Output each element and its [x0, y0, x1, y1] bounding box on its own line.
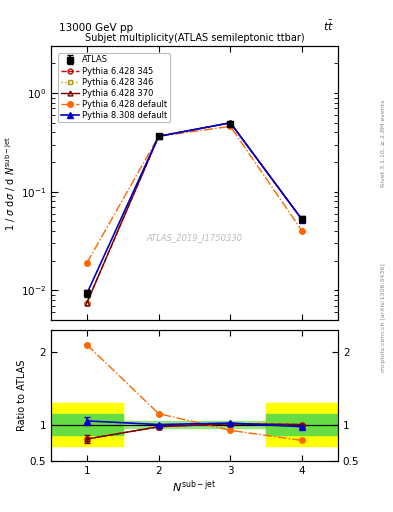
Pythia 6.428 346: [84, 300, 89, 306]
Line: Pythia 6.428 345: Pythia 6.428 345: [84, 120, 305, 305]
Pythia 6.428 345: [228, 120, 233, 126]
Bar: [51, 403, 123, 446]
Line: Pythia 6.428 370: Pythia 6.428 370: [84, 120, 305, 305]
Pythia 6.428 370: [228, 120, 233, 126]
Pythia 8.308 default: [84, 290, 89, 296]
Pythia 6.428 default: [300, 228, 305, 234]
Line: Pythia 6.428 346: Pythia 6.428 346: [84, 120, 305, 305]
Pythia 6.428 346: [300, 217, 305, 223]
Line: Pythia 6.428 default: Pythia 6.428 default: [84, 123, 305, 266]
Pythia 6.428 345: [156, 133, 161, 139]
Bar: [266, 414, 338, 435]
Text: 13000 GeV pp: 13000 GeV pp: [59, 23, 133, 33]
Pythia 6.428 370: [300, 217, 305, 223]
Pythia 6.428 default: [84, 260, 89, 266]
Pythia 8.308 default: [228, 120, 233, 126]
Pythia 8.308 default: [156, 133, 161, 139]
Bar: [51, 414, 123, 435]
Pythia 6.428 346: [156, 133, 161, 139]
Text: ATLAS_2019_I1750330: ATLAS_2019_I1750330: [147, 233, 242, 242]
Bar: [266, 403, 338, 446]
Text: Subjet multiplicity(ATLAS semileptonic ttbar): Subjet multiplicity(ATLAS semileptonic t…: [85, 33, 304, 44]
Text: Rivet 3.1.10, ≥ 2.8M events: Rivet 3.1.10, ≥ 2.8M events: [381, 100, 386, 187]
Bar: [123, 421, 266, 428]
Pythia 6.428 345: [84, 300, 89, 306]
Text: $t\bar{t}$: $t\bar{t}$: [323, 19, 334, 33]
Line: Pythia 8.308 default: Pythia 8.308 default: [84, 120, 305, 296]
Y-axis label: 1 / $\sigma$ d$\sigma$ / d $N^{\rm sub-jet}$: 1 / $\sigma$ d$\sigma$ / d $N^{\rm sub-j…: [3, 135, 18, 231]
Text: mcplots.cern.ch [arXiv:1306.3436]: mcplots.cern.ch [arXiv:1306.3436]: [381, 263, 386, 372]
Pythia 6.428 346: [228, 120, 233, 126]
Legend: ATLAS, Pythia 6.428 345, Pythia 6.428 346, Pythia 6.428 370, Pythia 6.428 defaul: ATLAS, Pythia 6.428 345, Pythia 6.428 34…: [58, 53, 170, 122]
Pythia 6.428 default: [228, 123, 233, 130]
Pythia 6.428 370: [156, 133, 161, 139]
X-axis label: $N^{\rm sub-jet}$: $N^{\rm sub-jet}$: [172, 478, 217, 495]
Y-axis label: Ratio to ATLAS: Ratio to ATLAS: [17, 360, 27, 431]
Pythia 6.428 default: [156, 133, 161, 139]
Pythia 6.428 345: [300, 217, 305, 223]
Pythia 8.308 default: [300, 217, 305, 223]
Pythia 6.428 370: [84, 300, 89, 306]
